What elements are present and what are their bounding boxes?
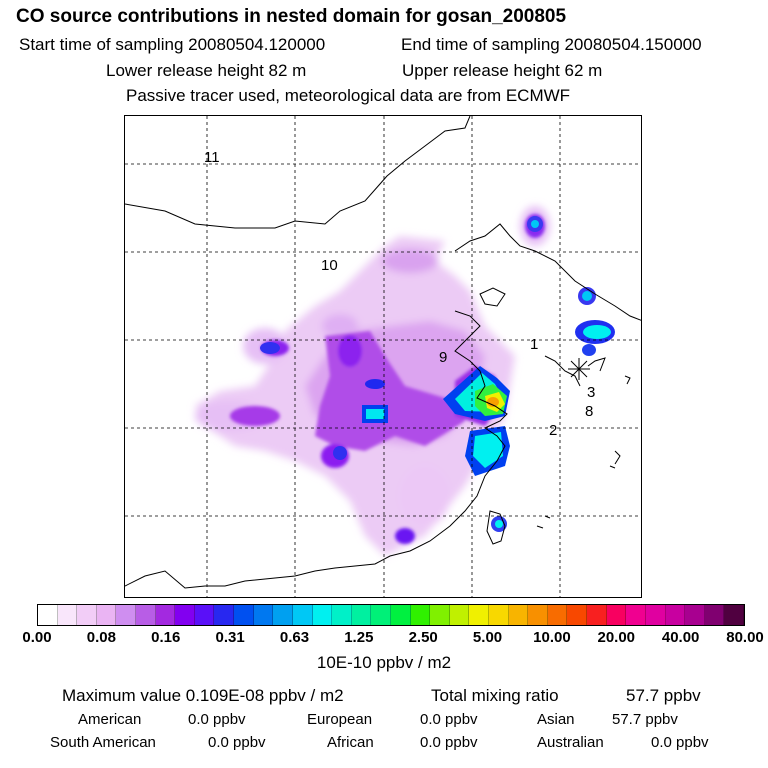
colorbar-swatch: [606, 605, 627, 625]
source-name: Asian: [537, 711, 575, 728]
region-label: 11: [204, 149, 220, 166]
source-value: 0.0 ppbv: [420, 711, 478, 728]
colorbar-swatch: [528, 605, 548, 625]
colorbar-swatch: [665, 605, 686, 625]
region-label: 8: [585, 403, 594, 420]
source-name: Australian: [537, 734, 604, 751]
colorbar-swatch: [685, 605, 705, 625]
colorbar-swatch: [645, 605, 666, 625]
source-name: South American: [50, 734, 156, 751]
source-value: 0.0 ppbv: [420, 734, 478, 751]
colorbar-swatch: [724, 605, 744, 625]
source-value: 0.0 ppbv: [651, 734, 709, 751]
end-time: End time of sampling 20080504.150000: [401, 35, 702, 54]
total-mixing-label: Total mixing ratio: [431, 686, 559, 705]
data-note: Passive tracer used, meteorological data…: [126, 86, 571, 105]
colorbar-swatch: [96, 605, 117, 625]
colorbar-tick-label: 1.25: [344, 629, 374, 646]
colorbar-swatch: [508, 605, 529, 625]
source-name: American: [78, 711, 142, 728]
colorbar-swatch: [292, 605, 313, 625]
colorbar-swatch: [626, 605, 646, 625]
coastlines: [125, 116, 641, 589]
colorbar-swatch: [449, 605, 470, 625]
colorbar-units: 10E-10 ppbv / m2: [316, 653, 452, 672]
colorbar-swatch: [273, 605, 293, 625]
colorbar-swatch: [116, 605, 137, 625]
colorbar-swatch: [489, 605, 509, 625]
colorbar: [37, 604, 745, 626]
colorbar-swatch: [214, 605, 235, 625]
colorbar-tick-label: 20.00: [597, 629, 636, 646]
colorbar-swatch: [77, 605, 97, 625]
colorbar-swatch: [547, 605, 568, 625]
region-label: 10: [321, 257, 338, 274]
region-label: 9: [439, 349, 448, 366]
colorbar-tick-label: 0.31: [215, 629, 245, 646]
colorbar-swatch: [587, 605, 607, 625]
colorbar-tick-label: 0.08: [86, 629, 116, 646]
colorbar-tick-label: 10.00: [533, 629, 571, 646]
region-label: 3: [587, 384, 596, 401]
colorbar-swatch: [175, 605, 195, 625]
region-label: 2: [549, 422, 558, 439]
max-value: Maximum value 0.109E-08 ppbv / m2: [62, 686, 344, 705]
colorbar-tick-label: 80.00: [726, 629, 764, 646]
colorbar-swatch: [136, 605, 156, 625]
colorbar-swatch: [704, 605, 725, 625]
region-label: 1: [530, 336, 539, 353]
start-time: Start time of sampling 20080504.120000: [19, 35, 326, 54]
colorbar-tick-label: 0.16: [151, 629, 181, 646]
source-name: African: [327, 734, 374, 751]
colorbar-tick-label: 40.00: [661, 629, 700, 646]
colorbar-swatch: [155, 605, 176, 625]
map-title: CO source contributions in nested domain…: [16, 6, 567, 27]
colorbar-tick-label: 2.50: [408, 629, 438, 646]
source-name: European: [307, 711, 373, 728]
colorbar-swatch: [332, 605, 352, 625]
colorbar-swatch: [469, 605, 490, 625]
map-svg: [125, 116, 641, 597]
colorbar-swatch: [430, 605, 450, 625]
plume-hotspots: [260, 216, 615, 532]
colorbar-swatch: [351, 605, 372, 625]
grid-lines: [125, 116, 641, 597]
colorbar-swatch: [194, 605, 215, 625]
source-value: 57.7 ppbv: [612, 711, 678, 728]
map-panel: 11 10 9 1 3 8 2: [124, 115, 642, 598]
colorbar-swatch: [410, 605, 431, 625]
receptor-star: [568, 358, 590, 380]
lower-release-height: Lower release height 82 m: [106, 61, 307, 80]
source-value: 0.0 ppbv: [208, 734, 266, 751]
colorbar-swatch: [234, 605, 254, 625]
upper-release-height: Upper release height 62 m: [402, 61, 603, 80]
source-value: 0.0 ppbv: [188, 711, 246, 728]
colorbar-tick-label: 0.00: [22, 629, 52, 646]
colorbar-swatch: [253, 605, 274, 625]
colorbar-swatch: [390, 605, 411, 625]
colorbar-tick-label: 5.00: [472, 629, 503, 646]
total-mixing-value: 57.7 ppbv: [626, 686, 701, 705]
colorbar-swatch: [57, 605, 78, 625]
colorbar-swatch: [38, 605, 58, 625]
colorbar-swatch: [567, 605, 588, 625]
colorbar-swatch: [371, 605, 391, 625]
colorbar-tick-label: 0.63: [279, 629, 310, 646]
colorbar-swatch: [312, 605, 333, 625]
